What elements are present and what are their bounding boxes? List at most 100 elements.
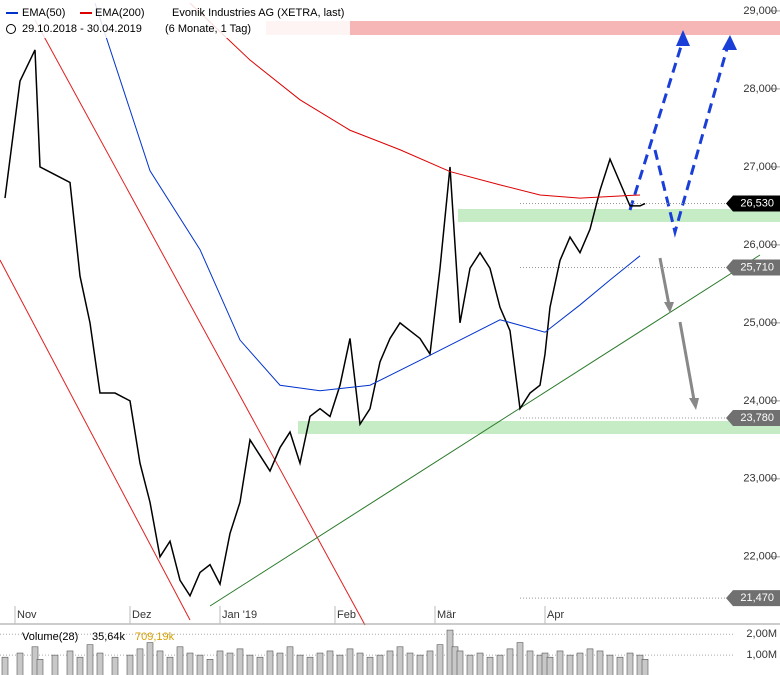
arrow-head (689, 398, 699, 410)
volume-bar (236, 648, 244, 675)
volume-bar (316, 652, 324, 675)
price-line (4, 49, 646, 598)
y-tick-label: 23,000 (743, 473, 777, 485)
price-label: 21,470 (740, 592, 774, 604)
price-tag (726, 195, 780, 212)
y-tick-label: 29,000 (743, 5, 777, 17)
volume-bar (296, 654, 304, 675)
volume-last: 709,19k (135, 631, 175, 643)
volume-bar (246, 654, 254, 675)
legend-label: EMA(50) (22, 7, 65, 19)
legend-label: Evonik Industries AG (XETRA, last) (172, 7, 344, 19)
volume-bar (436, 644, 444, 675)
trend-channel (0, 259, 191, 621)
y-tick-label: 25,000 (743, 317, 777, 329)
x-tick-label: Nov (17, 609, 37, 621)
price-label: 23,780 (740, 412, 774, 424)
volume-bar (386, 650, 394, 675)
volume-bar (111, 656, 119, 675)
volume-bar (186, 652, 194, 675)
volume-bar (86, 644, 94, 675)
volume-bar (586, 648, 594, 675)
price-label: 25,710 (740, 261, 774, 273)
arrow-head (664, 302, 674, 313)
volume-bar (226, 652, 234, 675)
volume-bar (16, 652, 24, 675)
volume-bar (506, 648, 514, 675)
volume-bar (51, 654, 59, 675)
volume-bar (206, 659, 214, 675)
volume-bar (96, 652, 104, 675)
volume-bar (216, 650, 224, 675)
volume-bar (306, 656, 314, 675)
volume-bar (556, 650, 564, 675)
volume-bar (486, 656, 494, 675)
price-label: 26,530 (740, 197, 774, 209)
volume-bar (366, 656, 374, 675)
volume-bar (526, 650, 534, 675)
volume-bar (456, 650, 464, 675)
volume-bar (356, 652, 364, 675)
volume-bar (66, 650, 74, 675)
volume-ema: 35,64k (92, 631, 126, 643)
arrow-head (722, 35, 737, 50)
scenario-arrow (658, 257, 696, 401)
volume-tick-label: 1,00M (746, 649, 777, 661)
volume-tick-label: 2,00M (746, 628, 777, 640)
volume-bar (576, 652, 584, 675)
support-zone (298, 421, 780, 434)
volume-bar (256, 656, 264, 675)
volume-bar (286, 646, 294, 675)
volume-bar (126, 654, 134, 675)
header-bg (0, 0, 350, 38)
volume-bar (496, 654, 504, 675)
x-tick-label: Dez (132, 609, 152, 621)
price-tag (726, 259, 780, 276)
volume-bar (136, 648, 144, 675)
volume-bar (406, 652, 414, 675)
clock-icon (6, 24, 16, 34)
x-tick-label: Mär (437, 609, 456, 621)
volume-bar (416, 654, 424, 675)
support-zone (458, 209, 780, 222)
volume-bar (616, 656, 624, 675)
x-tick-label: Jan '19 (222, 609, 257, 621)
volume-bar (426, 650, 434, 675)
volume-bar (476, 652, 484, 675)
period-note: (6 Monate, 1 Tag) (165, 23, 251, 35)
volume-bar (1, 656, 9, 675)
volume-bar (546, 656, 554, 675)
x-tick-label: Apr (547, 609, 564, 621)
volume-bar (376, 654, 384, 675)
price-tag (726, 410, 780, 427)
arrow-head (676, 30, 690, 46)
price-line (94, 2, 641, 392)
price-line (189, 2, 641, 199)
volume-bar (516, 642, 524, 675)
legend-label: EMA(200) (95, 7, 145, 19)
volume-bar (396, 646, 404, 675)
volume-bar (196, 654, 204, 675)
volume-bar (166, 656, 174, 675)
volume-bar (336, 654, 344, 675)
volume-bar (641, 659, 649, 675)
period: 29.10.2018 - 30.04.2019 (22, 23, 142, 35)
trend-channel (34, 19, 366, 626)
volume-bar (76, 656, 84, 675)
volume-bar (466, 654, 474, 675)
volume-bar (626, 652, 634, 675)
y-tick-label: 27,000 (743, 161, 777, 173)
y-tick-label: 28,000 (743, 83, 777, 95)
volume-bar (596, 650, 604, 675)
volume-bar (606, 654, 614, 675)
volume-bar (146, 642, 154, 675)
volume-bar (326, 650, 334, 675)
resistance-zone (266, 21, 780, 35)
x-tick-label: Feb (337, 609, 356, 621)
y-tick-label: 26,000 (743, 239, 777, 251)
volume-bar (346, 648, 354, 675)
price-tag (726, 590, 780, 607)
volume-bar (266, 650, 274, 675)
volume-bar (566, 654, 574, 675)
